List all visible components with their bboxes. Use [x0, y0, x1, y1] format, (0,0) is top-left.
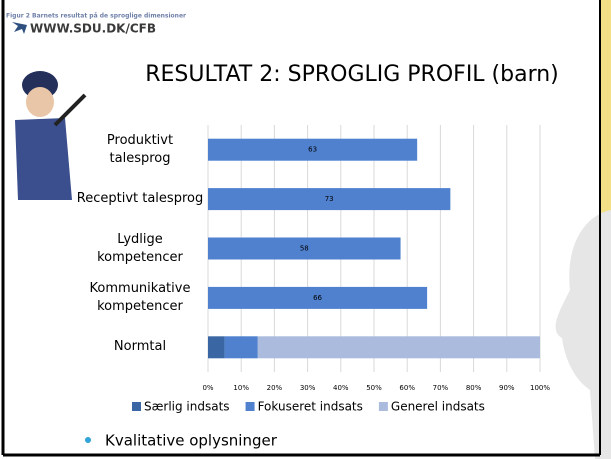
- legend-swatch: [246, 402, 255, 411]
- legend-label: Generel indsats: [391, 400, 485, 414]
- bullet-dot: [85, 437, 91, 443]
- x-tick-label: 10%: [233, 384, 249, 392]
- x-tick-label: 50%: [366, 384, 382, 392]
- legend-swatch: [379, 402, 388, 411]
- slide-title: RESULTAT 2: SPROGLIG PROFIL (barn): [145, 62, 559, 87]
- silhouette: [556, 210, 611, 459]
- y-tick-label: Receptivt talesprog: [75, 190, 205, 208]
- x-tick-label: 60%: [399, 384, 415, 392]
- y-tick-label: Lydlige kompetencer: [75, 231, 205, 267]
- data-label: 58: [300, 245, 309, 253]
- legend-label: Fokuseret indsats: [258, 400, 363, 414]
- x-tick-label: 70%: [433, 384, 449, 392]
- legend-swatch: [132, 402, 141, 411]
- x-tick-label: 20%: [267, 384, 283, 392]
- logo-icon: [12, 22, 27, 34]
- bar-segment: [208, 336, 225, 358]
- y-tick-label: Normtal: [75, 338, 205, 356]
- slide-canvas: Figur 2 Barnets resultat på de sproglige…: [0, 0, 611, 459]
- y-tick-label: Produktivt talesprog: [75, 132, 205, 168]
- legend-label: Særlig indsats: [144, 400, 230, 414]
- bar-segment: [225, 336, 258, 358]
- slide: Figur 2 Barnets resultat på de sproglige…: [0, 0, 611, 459]
- data-label: 66: [313, 294, 322, 302]
- x-tick-label: 40%: [333, 384, 349, 392]
- x-tick-label: 100%: [530, 384, 550, 392]
- logo: WWW.SDU.DK/CFB: [30, 22, 156, 36]
- x-tick-label: 80%: [466, 384, 482, 392]
- x-tick-label: 0%: [202, 384, 213, 392]
- x-tick-label: 30%: [300, 384, 316, 392]
- caption: Figur 2 Barnets resultat på de sproglige…: [6, 13, 186, 20]
- data-label: 73: [325, 195, 334, 203]
- bar-segment: [258, 336, 540, 358]
- bullet-text: Kvalitative oplysninger: [105, 432, 278, 450]
- data-label: 63: [308, 146, 317, 154]
- x-tick-label: 90%: [499, 384, 515, 392]
- y-tick-label: Kommunikative kompetencer: [75, 280, 205, 316]
